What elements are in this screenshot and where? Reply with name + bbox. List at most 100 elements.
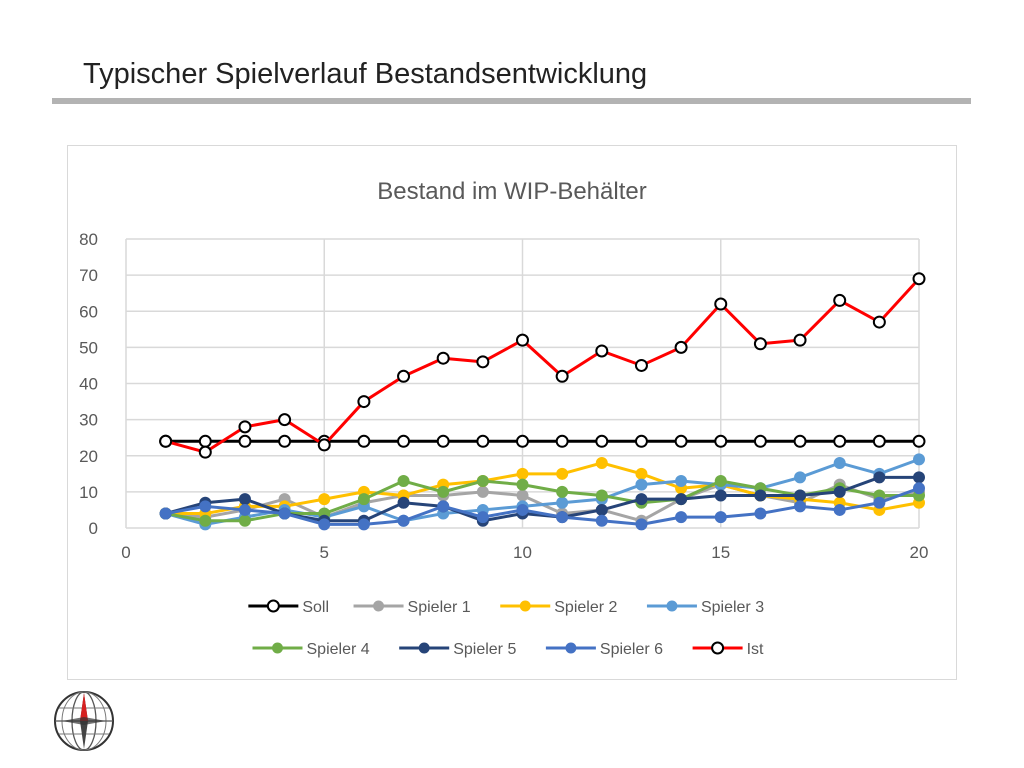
legend-item: Spieler 3 bbox=[646, 599, 764, 616]
data-point bbox=[397, 475, 410, 488]
data-point bbox=[437, 500, 450, 513]
data-point bbox=[516, 434, 529, 448]
x-tick-label: 10 bbox=[513, 543, 532, 562]
data-point bbox=[753, 434, 767, 448]
data-point bbox=[635, 467, 648, 480]
data-point bbox=[318, 518, 331, 531]
data-point bbox=[595, 514, 608, 527]
data-point bbox=[595, 344, 609, 358]
series-line bbox=[165, 461, 920, 516]
data-point bbox=[595, 434, 609, 448]
data-point bbox=[238, 503, 251, 516]
data-point bbox=[397, 496, 410, 509]
data-point bbox=[199, 514, 212, 527]
y-tick-label: 70 bbox=[79, 266, 98, 285]
x-tick-label: 5 bbox=[320, 543, 329, 562]
legend-item: Ist bbox=[692, 641, 764, 658]
data-point bbox=[872, 315, 886, 329]
data-point bbox=[198, 434, 212, 448]
data-point bbox=[793, 434, 807, 448]
legend-label: Soll bbox=[302, 599, 329, 616]
data-point bbox=[555, 369, 569, 383]
data-point bbox=[198, 445, 212, 459]
data-point bbox=[556, 496, 569, 509]
legend-item: Spieler 1 bbox=[353, 599, 471, 616]
legend-item: Spieler 4 bbox=[252, 641, 370, 658]
y-tick-label: 50 bbox=[79, 338, 98, 357]
data-point bbox=[516, 503, 529, 516]
data-point bbox=[793, 333, 807, 347]
data-point bbox=[753, 337, 767, 351]
data-point bbox=[556, 467, 569, 480]
x-tick-label: 15 bbox=[711, 543, 730, 562]
legend-label: Spieler 4 bbox=[307, 641, 370, 658]
data-point bbox=[278, 434, 292, 448]
legend-swatch-marker bbox=[711, 641, 725, 655]
data-point bbox=[912, 272, 926, 286]
data-point bbox=[437, 485, 450, 498]
data-point bbox=[833, 456, 846, 469]
series-ist bbox=[159, 272, 926, 459]
slide-title: Typischer Spielverlauf Bestandsentwicklu… bbox=[83, 58, 648, 90]
data-point bbox=[357, 395, 371, 409]
data-point bbox=[714, 511, 727, 524]
series-spieler-6 bbox=[159, 482, 925, 531]
y-tick-label: 0 bbox=[89, 519, 98, 538]
data-point bbox=[556, 485, 569, 498]
data-point bbox=[595, 503, 608, 516]
x-tick-label: 0 bbox=[121, 543, 130, 562]
data-point bbox=[318, 493, 331, 506]
legend-swatch-marker bbox=[266, 599, 280, 613]
data-point bbox=[357, 518, 370, 531]
data-point bbox=[794, 500, 807, 513]
data-point bbox=[278, 413, 292, 427]
compass-rose-icon bbox=[52, 689, 116, 758]
chart-legend: Soll Spieler 1 Spieler 2 Spieler 3 Spieler 4… bbox=[248, 599, 764, 658]
chart-title: Bestand im WIP-Behälter bbox=[377, 178, 646, 205]
legend-label: Spieler 2 bbox=[554, 599, 617, 616]
data-point bbox=[199, 500, 212, 513]
data-point bbox=[159, 507, 172, 520]
data-point bbox=[833, 434, 847, 448]
data-point bbox=[675, 493, 688, 506]
series-soll bbox=[159, 434, 926, 448]
data-point bbox=[714, 434, 728, 448]
legend-item: Soll bbox=[248, 599, 329, 616]
data-point bbox=[476, 485, 489, 498]
series-line bbox=[165, 486, 920, 526]
data-point bbox=[833, 503, 846, 516]
data-point bbox=[436, 351, 450, 365]
legend-swatch-marker bbox=[666, 600, 678, 612]
data-point bbox=[436, 434, 450, 448]
legend-item: Spieler 5 bbox=[399, 641, 516, 658]
data-point bbox=[556, 511, 569, 524]
legend-swatch-marker bbox=[519, 600, 531, 612]
data-point bbox=[675, 475, 688, 488]
data-point bbox=[555, 434, 569, 448]
data-point bbox=[476, 475, 489, 488]
legend-swatch-marker bbox=[373, 600, 385, 612]
data-point bbox=[635, 478, 648, 491]
data-point bbox=[674, 340, 688, 354]
data-point bbox=[754, 507, 767, 520]
data-point bbox=[912, 434, 926, 448]
data-point bbox=[357, 434, 371, 448]
y-tick-label: 30 bbox=[79, 411, 98, 430]
data-point bbox=[397, 434, 411, 448]
data-point bbox=[873, 471, 886, 484]
data-point bbox=[675, 511, 688, 524]
data-point bbox=[278, 507, 291, 520]
legend-swatch-marker bbox=[272, 642, 283, 654]
y-tick-label: 10 bbox=[79, 483, 98, 502]
data-point bbox=[476, 355, 490, 369]
data-point bbox=[913, 482, 925, 495]
data-point bbox=[833, 485, 846, 498]
data-point bbox=[913, 453, 925, 466]
legend-label: Spieler 1 bbox=[408, 599, 471, 616]
data-point bbox=[794, 489, 807, 502]
legend-swatch-marker bbox=[565, 642, 577, 654]
data-point bbox=[634, 434, 648, 448]
series-spieler-1 bbox=[159, 478, 925, 527]
data-point bbox=[238, 434, 252, 448]
data-point bbox=[516, 478, 529, 491]
